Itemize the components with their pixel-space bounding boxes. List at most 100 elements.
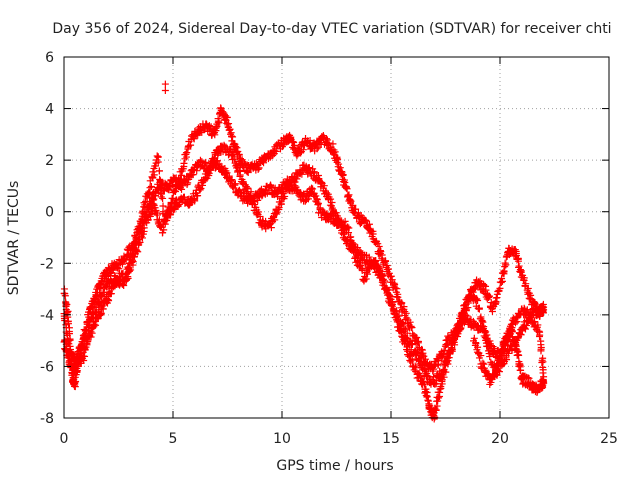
data-point <box>83 332 91 340</box>
data-point <box>103 283 111 291</box>
data-point <box>149 174 157 182</box>
data-point <box>105 297 113 305</box>
data-point <box>231 181 239 189</box>
data-point <box>382 257 390 265</box>
data-point <box>202 158 210 166</box>
data-point <box>408 324 416 332</box>
data-point <box>455 322 463 330</box>
data-point <box>347 197 355 205</box>
data-point <box>150 171 158 179</box>
data-point <box>262 225 270 233</box>
data-point <box>514 351 522 359</box>
data-point <box>379 275 387 283</box>
data-point <box>539 366 547 374</box>
data-point <box>402 334 410 342</box>
data-point <box>174 202 182 210</box>
data-point <box>472 340 480 348</box>
data-point <box>380 277 388 285</box>
data-point <box>408 356 416 364</box>
data-point <box>191 196 199 204</box>
data-point <box>147 183 155 191</box>
data-point <box>473 295 481 303</box>
data-point <box>536 331 544 339</box>
data-point <box>197 184 205 192</box>
data-point <box>375 243 383 251</box>
data-point <box>365 220 373 228</box>
data-point <box>178 185 186 193</box>
data-point <box>121 275 129 283</box>
data-point <box>157 182 165 190</box>
data-point <box>211 131 219 139</box>
data-point <box>391 280 399 288</box>
data-point <box>159 194 167 202</box>
data-point <box>385 291 393 299</box>
data-point <box>434 397 442 405</box>
data-point <box>230 140 238 148</box>
data-point <box>384 265 392 273</box>
chart-title: Day 356 of 2024, Sidereal Day-to-day VTE… <box>52 21 611 37</box>
data-point <box>228 176 236 184</box>
data-point <box>398 299 406 307</box>
data-point <box>133 236 141 244</box>
y-tick-label: -2 <box>40 256 54 272</box>
x-axis-label: GPS time / hours <box>276 458 393 474</box>
data-point <box>392 307 400 315</box>
data-point <box>413 348 421 356</box>
plot-frame <box>63 56 610 419</box>
data-point <box>243 168 251 176</box>
data-point <box>291 182 299 190</box>
data-point <box>540 306 548 314</box>
data-point <box>177 171 185 179</box>
data-point <box>496 355 504 363</box>
data-point <box>153 152 161 160</box>
data-point <box>353 251 361 259</box>
tick-labels: 0 5 10 15 20 25 -8 -6 -4 -2 0 2 4 6 <box>40 50 618 447</box>
data-point <box>538 358 546 366</box>
data-point <box>180 159 188 167</box>
data-point <box>313 145 321 153</box>
data-point <box>494 362 502 370</box>
data-point <box>502 261 510 269</box>
data-point <box>322 135 330 143</box>
data-point <box>249 197 257 205</box>
data-point <box>279 189 287 197</box>
data-point <box>488 307 496 315</box>
data-point <box>400 324 408 332</box>
data-point <box>115 265 123 273</box>
data-point <box>352 205 360 213</box>
data-point <box>215 119 223 127</box>
y-tick-label: 6 <box>45 50 54 66</box>
data-point <box>431 413 439 421</box>
data-point <box>327 195 335 203</box>
data-point <box>344 223 352 231</box>
data-point <box>498 277 506 285</box>
data-point <box>414 349 422 357</box>
data-point <box>298 170 306 178</box>
data-point <box>272 147 280 155</box>
data-point <box>171 187 179 195</box>
data-point <box>503 356 511 364</box>
data-point <box>477 352 485 360</box>
data-point <box>275 206 283 214</box>
data-point <box>223 113 231 121</box>
data-point <box>510 336 518 344</box>
data-point <box>475 304 483 312</box>
data-point <box>487 350 495 358</box>
data-point <box>65 351 73 359</box>
data-point <box>154 158 162 166</box>
data-point <box>229 133 237 141</box>
data-point <box>169 194 177 202</box>
data-point <box>482 332 490 340</box>
data-point <box>149 168 157 176</box>
data-point <box>469 292 477 300</box>
data-point <box>498 349 506 357</box>
data-point <box>61 316 69 324</box>
data-point <box>189 171 197 179</box>
data-point <box>244 168 252 176</box>
data-point <box>521 325 529 333</box>
data-point <box>99 305 107 313</box>
x-tick-label: 25 <box>600 431 618 447</box>
data-point <box>175 200 183 208</box>
data-point <box>362 216 370 224</box>
